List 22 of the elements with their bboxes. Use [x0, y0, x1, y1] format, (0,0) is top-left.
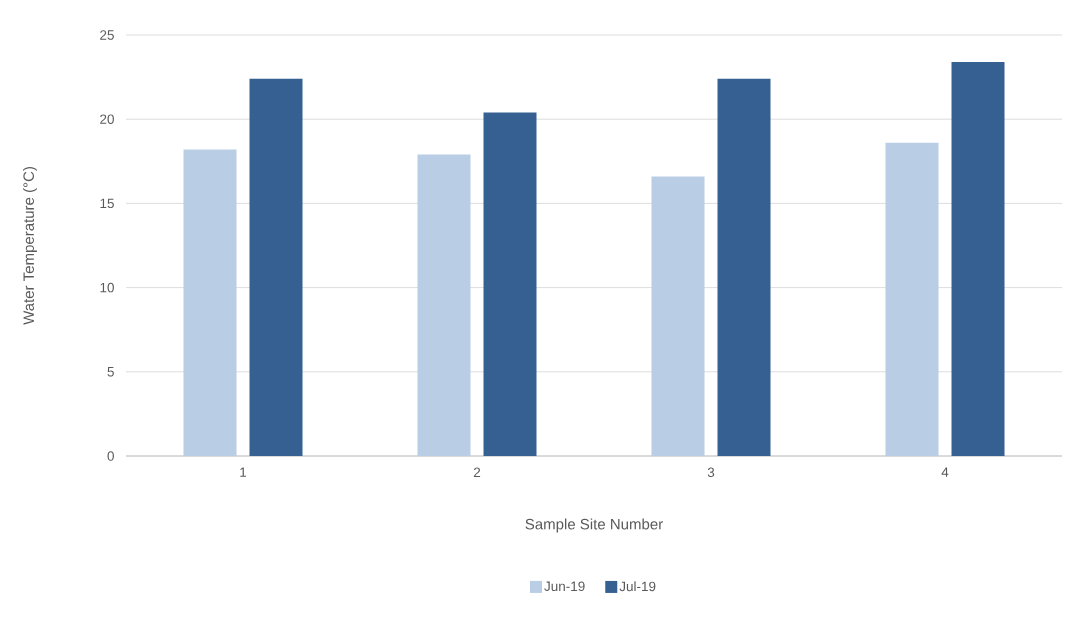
bar: [483, 112, 537, 456]
bar: [717, 78, 771, 456]
legend-label: Jul-19: [619, 581, 656, 592]
y-tick-label: 10: [100, 282, 114, 293]
y-tick-label: 20: [100, 114, 114, 124]
legend-label: Jun-19: [544, 581, 585, 592]
y-tick-label: 0: [107, 451, 114, 461]
x-tick-label: 4: [941, 467, 949, 477]
y-axis-title: Water Temperature (°C): [22, 167, 37, 325]
bar: [885, 142, 939, 456]
y-tick-label: 15: [100, 198, 114, 209]
bar: [417, 154, 471, 456]
bar: [651, 176, 705, 456]
bar: [951, 61, 1005, 456]
bar: [249, 78, 303, 456]
y-tick-label: 25: [100, 30, 114, 40]
x-axis-title: Sample Site Number: [525, 518, 663, 533]
x-tick-label: 1: [240, 467, 247, 477]
bar: [183, 149, 237, 456]
x-tick-label: 3: [707, 467, 715, 478]
y-tick-label: 5: [107, 367, 114, 377]
x-tick-label: 2: [473, 467, 481, 477]
